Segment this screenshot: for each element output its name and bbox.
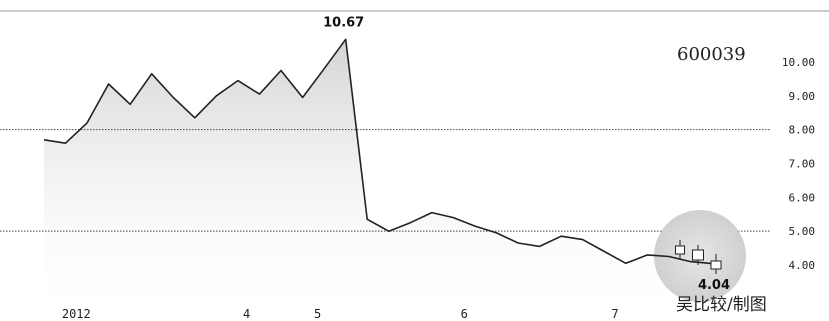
- stock-code: 600039: [677, 44, 746, 65]
- y-tick-label: 5.00: [789, 225, 816, 238]
- price-line: [43, 38, 713, 265]
- x-tick-label: 2012: [62, 307, 91, 321]
- latest-price-label: 4.04: [698, 278, 730, 293]
- chart-credit: 吴比较/制图: [676, 295, 767, 315]
- y-tick-label: 8.00: [789, 124, 816, 137]
- peak-price-label: 10.67: [323, 15, 364, 30]
- y-tick-label: 4.00: [789, 259, 816, 272]
- y-tick-label: 6.00: [789, 191, 816, 204]
- x-tick-label: 5: [314, 307, 321, 321]
- y-tick-label: 9.00: [789, 90, 816, 103]
- price-area-fill: [44, 39, 712, 304]
- y-tick-label: 10.00: [782, 56, 815, 69]
- candlestick-icons: [675, 240, 722, 274]
- chart-annotations: 10.67 4.04: [323, 15, 730, 293]
- y-tick-label: 7.00: [789, 158, 816, 171]
- x-tick-label: 6: [461, 307, 468, 321]
- x-tick-label: 4: [243, 307, 250, 321]
- x-tick-label: 7: [611, 307, 618, 321]
- reference-lines: [0, 129, 770, 232]
- y-axis-ticks: 10.00 9.00 8.00 7.00 6.00 5.00 4.00: [782, 56, 815, 272]
- x-axis-ticks: 2012 4 5 6 7: [62, 307, 619, 321]
